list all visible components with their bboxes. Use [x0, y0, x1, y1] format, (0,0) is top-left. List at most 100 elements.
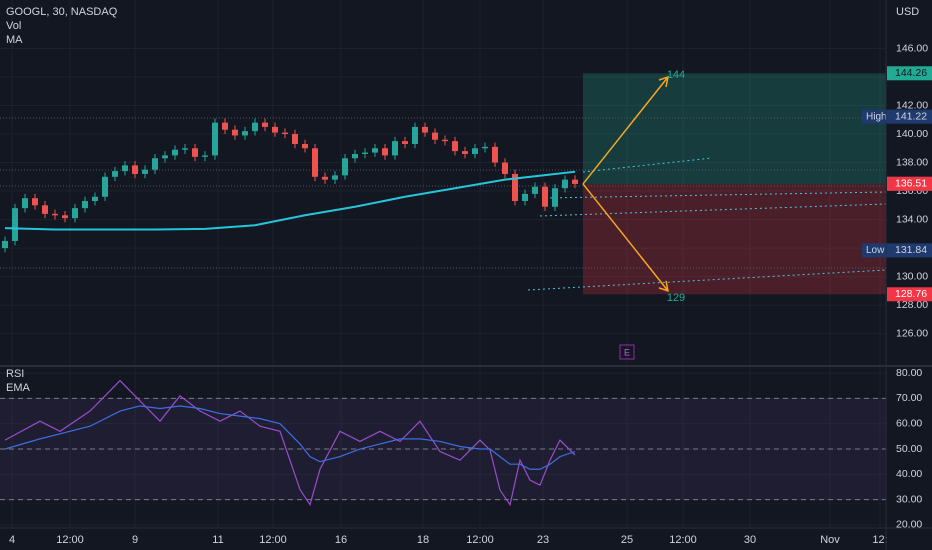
price-label: 131.84 [895, 244, 927, 256]
price-label: 128.76 [895, 288, 927, 300]
candle-body [412, 126, 418, 145]
candle-body [192, 148, 198, 157]
candle-body [362, 152, 368, 154]
ema-label: EMA [6, 382, 31, 394]
x-tick-label: 12:00 [56, 534, 84, 546]
symbol-title: GOOGL, 30, NASDAQ [6, 6, 118, 18]
candle-body [392, 141, 398, 156]
candle-body [262, 122, 268, 127]
candle-body [552, 188, 558, 207]
candle-body [402, 141, 408, 145]
candle-body [232, 129, 238, 136]
x-tick-label: 11 [212, 534, 223, 546]
candle-body [272, 126, 278, 133]
y-tick-label: 134.00 [896, 213, 928, 225]
candle-body [382, 148, 388, 156]
y-tick-label: 146.00 [896, 42, 928, 54]
y-tick-label: 128.00 [896, 299, 928, 311]
candle-body [202, 155, 208, 157]
candle-body [142, 169, 148, 174]
candle-body [352, 153, 358, 159]
candle-body [152, 158, 158, 170]
volume-label: Vol [6, 20, 21, 32]
price-label-box [887, 176, 932, 191]
indicator-line [4, 405, 576, 470]
candle-body [52, 213, 58, 216]
target-arrow [582, 76, 669, 185]
x-tick-label: 25 [621, 534, 633, 546]
y-tick-label: 80.00 [896, 367, 922, 379]
plot-layer: 4 12:00 9 11 12:00 16 18 12:00 23 25 12:00 30 Nov 12:… [2, 42, 932, 546]
x-tick-label: Nov [820, 534, 840, 546]
ma-line [4, 170, 576, 231]
target-arrow [582, 183, 669, 292]
candle-body [242, 131, 248, 136]
y-tick-label: 20.00 [896, 519, 922, 531]
candle-body [62, 215, 68, 219]
x-tick-label: 18 [417, 534, 429, 546]
candle-body [102, 176, 108, 197]
y-tick-label: 40.00 [896, 468, 922, 480]
price-label-name: High [866, 111, 887, 122]
candle-body [432, 132, 438, 140]
price-label-box [887, 66, 932, 81]
price-label-name: Low [866, 245, 885, 256]
y-tick-label: 142.00 [896, 99, 928, 111]
x-tick-label: 12: [872, 534, 887, 546]
y-tick-label: 140.00 [896, 128, 928, 140]
candle-body [12, 208, 18, 241]
x-tick-label: 4 [9, 534, 15, 546]
ma-label: MA [6, 34, 23, 46]
candle-body [442, 139, 448, 142]
candle-body [532, 186, 538, 194]
candle-body [92, 196, 98, 202]
target-label: 144 [667, 69, 685, 81]
trend-line [582, 157, 713, 173]
price-label: 141.22 [895, 110, 927, 122]
arrow-head [658, 75, 669, 88]
candle-body [132, 165, 138, 174]
price-label: 136.51 [895, 178, 927, 190]
price-label-box [887, 109, 932, 124]
candle-body [212, 122, 218, 156]
loss-zone [583, 183, 886, 295]
x-tick-label: 16 [335, 534, 347, 546]
price-label-name-box [862, 109, 887, 124]
candle-body [452, 141, 458, 152]
y-tick-label: 60.00 [896, 417, 922, 429]
y-tick-label: 138.00 [896, 156, 928, 168]
y-tick-label: 50.00 [896, 443, 922, 455]
currency: USD [896, 6, 919, 18]
candle-body [342, 158, 348, 176]
earnings-box [619, 344, 635, 360]
earnings-marker: E [624, 347, 630, 357]
price-label-box [887, 287, 932, 302]
candle-body [332, 175, 338, 180]
candle-body [72, 208, 78, 219]
candle-body [2, 240, 8, 249]
rsi-label: RSI [6, 368, 24, 380]
candle-body [292, 134, 298, 145]
price-label-name-box [862, 243, 887, 258]
candle-body [482, 146, 488, 149]
y-tick-label: 70.00 [896, 392, 922, 404]
candle-body [32, 198, 38, 206]
candle-body [252, 122, 258, 132]
candle-body [502, 162, 508, 174]
indicator-line [4, 379, 576, 507]
candle-body [322, 176, 328, 180]
candle-body [282, 132, 288, 135]
x-tick-label: 9 [132, 534, 138, 546]
candle-body [162, 155, 168, 159]
x-tick-label: 12:00 [466, 534, 494, 546]
y-tick-label: 126.00 [896, 327, 928, 339]
target-label: 129 [667, 292, 685, 304]
candle-body [112, 171, 118, 177]
candle-body [522, 193, 528, 202]
background-layer [0, 0, 887, 528]
profit-zone [583, 73, 886, 184]
candle-body [22, 198, 28, 209]
y-tick-label: 130.00 [896, 270, 928, 282]
